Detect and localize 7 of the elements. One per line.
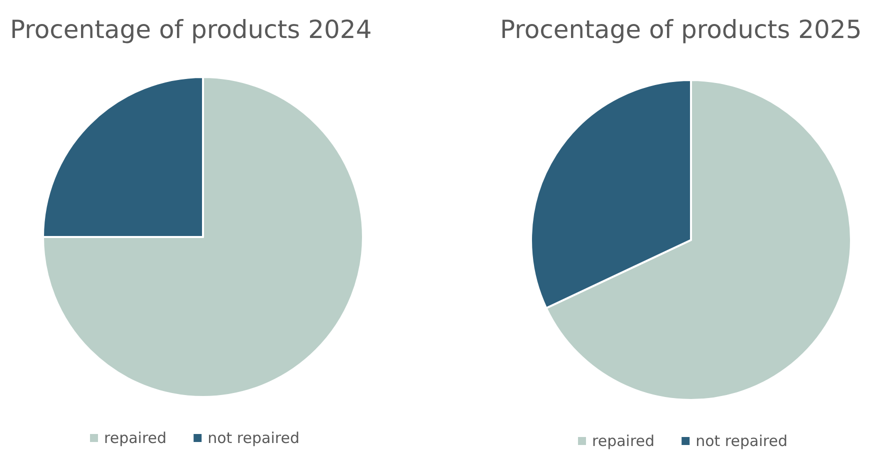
legend-label: not repaired bbox=[696, 432, 788, 450]
legend-label: repaired bbox=[104, 429, 167, 447]
chart-title: Procentage of products 2024 bbox=[10, 15, 372, 44]
pie-slice bbox=[42, 76, 364, 398]
legend-label: not repaired bbox=[208, 429, 300, 447]
legend-label: repaired bbox=[592, 432, 655, 450]
chart-title: Procentage of products 2025 bbox=[500, 15, 862, 44]
